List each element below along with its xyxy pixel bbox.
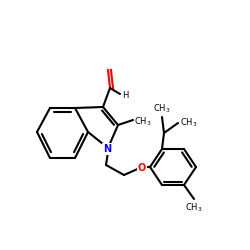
Text: CH$_3$: CH$_3$ — [185, 202, 203, 214]
Text: H: H — [122, 90, 128, 100]
Text: CH$_3$: CH$_3$ — [134, 116, 152, 128]
Text: CH$_3$: CH$_3$ — [180, 117, 198, 129]
Text: O: O — [138, 163, 146, 173]
Text: O: O — [138, 162, 146, 172]
Text: CH$_3$: CH$_3$ — [153, 102, 171, 115]
Text: N: N — [103, 144, 111, 154]
Text: N: N — [103, 144, 111, 154]
